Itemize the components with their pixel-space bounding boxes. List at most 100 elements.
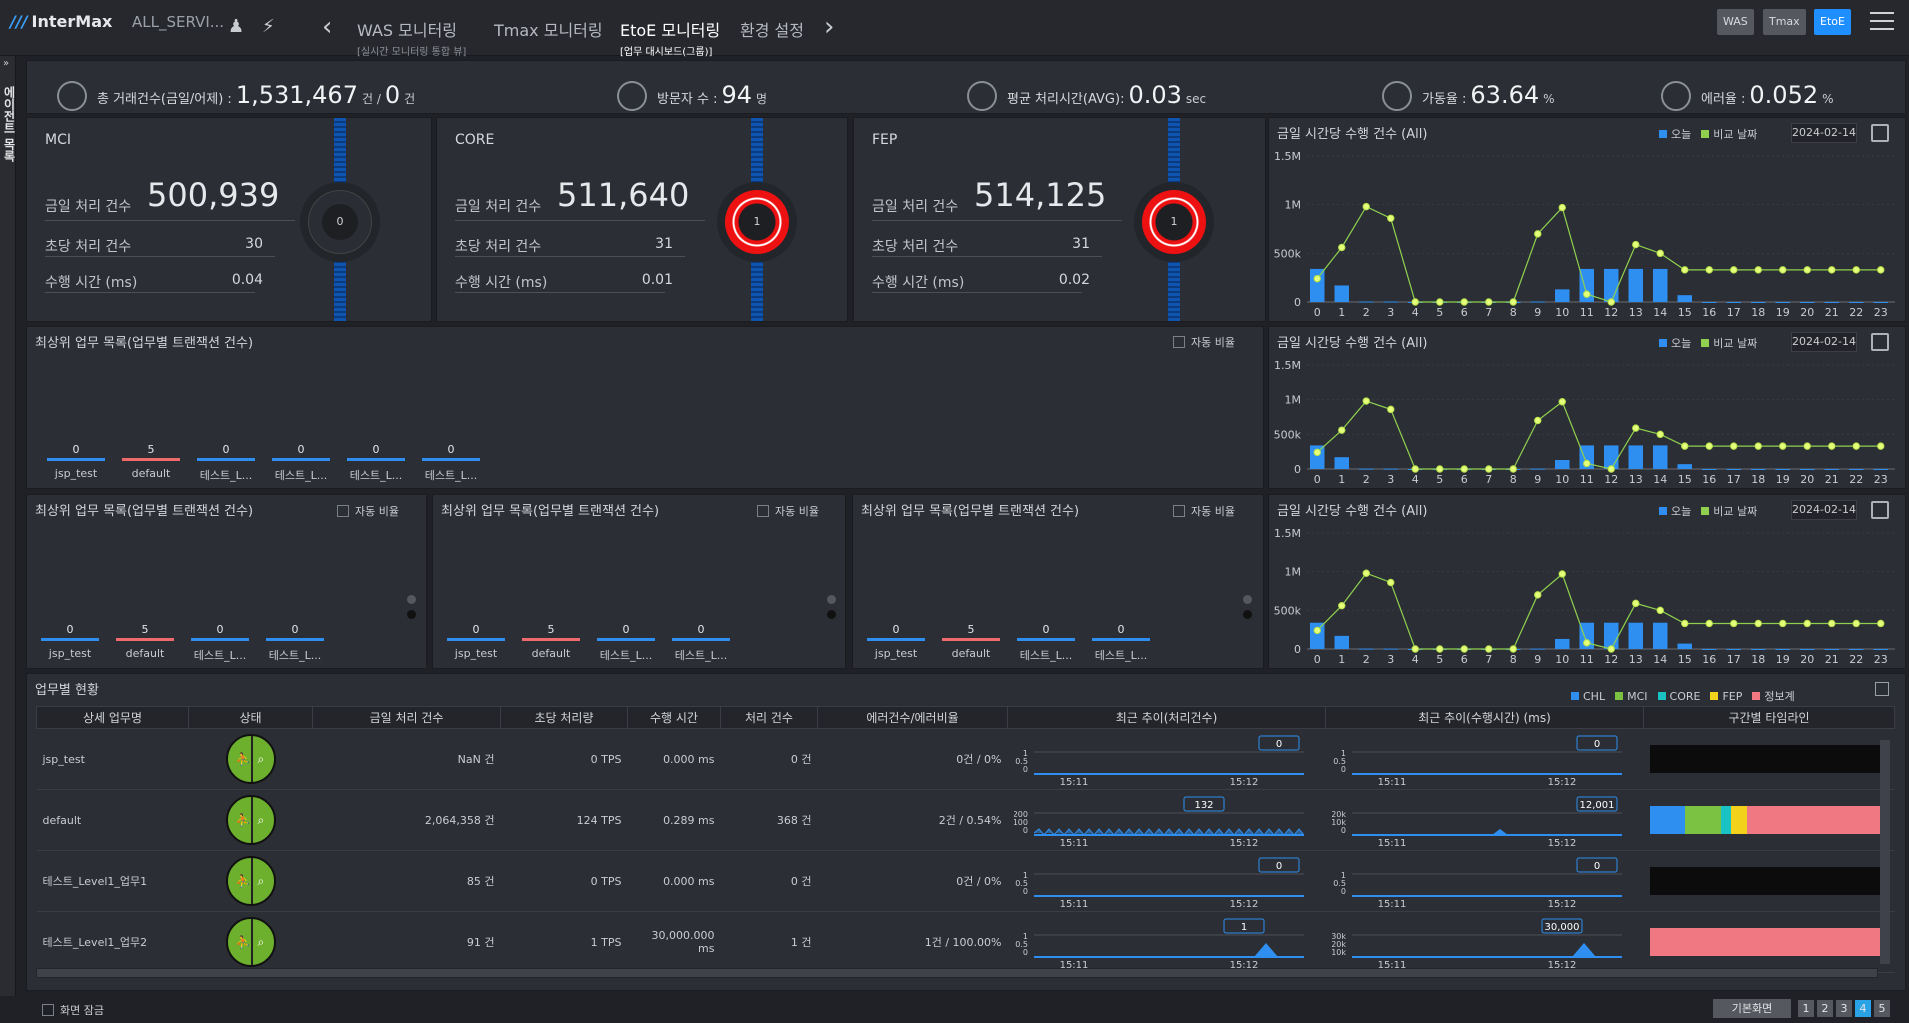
tab-was-monitoring[interactable]: WAS 모니터링 [실시간 모니터링 통합 뷰] xyxy=(357,21,467,58)
page-button-4[interactable]: 4 xyxy=(1855,1000,1871,1017)
trend-time-cell: 1 0.5 0 0 15:11 15:12 xyxy=(1325,728,1644,790)
calendar-icon[interactable] xyxy=(1871,501,1889,519)
compare-point xyxy=(1828,266,1836,274)
top-task-item[interactable]: 0 테스트_L... xyxy=(197,443,255,483)
calendar-icon[interactable] xyxy=(1871,333,1889,351)
page-button-5[interactable]: 5 xyxy=(1874,1000,1890,1017)
compare-point xyxy=(1632,424,1640,432)
top-task-item[interactable]: 0 테스트_L... xyxy=(672,623,730,663)
date-picker[interactable]: 2024-02-14 xyxy=(1791,123,1857,143)
tab-settings[interactable]: 환경 설정 xyxy=(740,21,804,40)
top-task-item[interactable]: 0 테스트_L... xyxy=(272,443,330,483)
table-header[interactable]: 에러건수/에러비율 xyxy=(817,706,1008,729)
table-header[interactable]: 최근 추이(수행시간) (ms) xyxy=(1325,706,1644,729)
table-vertical-scrollbar[interactable] xyxy=(1880,740,1890,964)
tab-tmax-monitoring[interactable]: Tmax 모니터링 xyxy=(494,21,603,40)
x-tick-label: 13 xyxy=(1629,473,1643,486)
intermax-logo[interactable]: ///InterMax xyxy=(10,12,112,31)
summary-bar: 총 거래건수(금일/어제) :1,531,467 건 /0 건 방문자 수 :94 명… xyxy=(26,60,1906,114)
top-task-item[interactable]: 0 jsp_test xyxy=(447,623,505,660)
top-bar: ///InterMax ALL_SERVI... ♟ ⚡ ‹ WAS 모니터링[… xyxy=(0,0,1909,58)
compare-point xyxy=(1387,214,1395,222)
top-task-item[interactable]: 0 jsp_test xyxy=(47,443,105,480)
error-icon xyxy=(1661,81,1691,111)
top-task-panel-wide: 최상위 업무 목록(업무별 트랜잭션 건수) 자동 비율 0 jsp_test 5 d… xyxy=(26,326,1264,489)
kpi-tps-value: 31 xyxy=(655,236,673,252)
mode-etoe-button[interactable]: EtoE xyxy=(1814,9,1851,35)
bar-today xyxy=(1555,289,1570,302)
agent-list-label: 에이전트 목록 xyxy=(2,86,16,163)
auto-ratio-checkbox[interactable]: 자동 비율 xyxy=(1173,334,1235,350)
top-task-bar xyxy=(1092,638,1150,641)
top-task-item[interactable]: 0 테스트_L... xyxy=(422,443,480,483)
kpi-time-value: 0.04 xyxy=(231,272,263,288)
page-button-1[interactable]: 1 xyxy=(1798,1000,1814,1017)
top-task-count: 0 xyxy=(1117,623,1125,636)
top-task-count: 0 xyxy=(222,443,230,456)
top-task-item[interactable]: 0 테스트_L... xyxy=(1092,623,1150,663)
trend-y-label: 0 xyxy=(1340,887,1345,896)
x-tick-label: 6 xyxy=(1461,306,1468,319)
table-header[interactable]: 수행 시간 xyxy=(627,706,721,729)
table-header[interactable]: 처리 건수 xyxy=(720,706,818,729)
page-button-2[interactable]: 2 xyxy=(1817,1000,1833,1017)
service-selector[interactable]: ALL_SERVI... xyxy=(132,13,225,31)
top-task-item[interactable]: 0 테스트_L... xyxy=(347,443,405,483)
compare-point xyxy=(1460,645,1468,653)
top-task-item[interactable]: 5 default xyxy=(122,443,180,480)
table-header[interactable]: 상태 xyxy=(188,706,313,729)
tab-etoe-monitoring[interactable]: EtoE 모니터링 [업무 대시보드(그룹)] xyxy=(620,21,721,58)
top-task-item[interactable]: 0 jsp_test xyxy=(41,623,99,660)
trend-y-label: 10k xyxy=(1332,818,1346,827)
top-task-item[interactable]: 0 테스트_L... xyxy=(191,623,249,663)
pager-dots[interactable] xyxy=(1243,595,1253,625)
screen-lock-checkbox[interactable]: 화면 잠금 xyxy=(42,1002,104,1018)
top-task-item[interactable]: 0 테스트_L... xyxy=(597,623,655,663)
status-indicator[interactable]: ⛹ ⌕ xyxy=(225,734,276,784)
table-row[interactable]: default ⛹ ⌕ 2,064,358 건 124 TPS 0.289 ms 368 건… xyxy=(36,789,1895,851)
pager-dots[interactable] xyxy=(407,595,417,625)
page-button-3[interactable]: 3 xyxy=(1836,1000,1852,1017)
export-icon[interactable] xyxy=(1875,682,1889,696)
auto-ratio-checkbox[interactable]: 자동 비율 xyxy=(757,503,819,519)
plug-icon[interactable]: ⚡ xyxy=(262,16,275,37)
x-tick-label: 18 xyxy=(1751,306,1765,319)
top-task-item[interactable]: 0 테스트_L... xyxy=(1017,623,1075,663)
table-horizontal-scrollbar[interactable] xyxy=(36,968,1878,978)
mode-was-button[interactable]: WAS xyxy=(1717,9,1754,35)
status-indicator[interactable]: ⛹ ⌕ xyxy=(225,856,276,906)
table-header[interactable]: 최근 추이(처리건수) xyxy=(1007,706,1326,729)
trend-start-time: 15:11 xyxy=(1377,838,1406,847)
mode-tmax-button[interactable]: Tmax xyxy=(1763,9,1806,35)
status-indicator[interactable]: ⛹ ⌕ xyxy=(225,795,276,845)
agent-list-tab[interactable]: » 에이전트 목록 xyxy=(0,56,16,996)
status-indicator[interactable]: ⛹ ⌕ xyxy=(225,917,276,967)
pager-dots[interactable] xyxy=(827,595,837,625)
table-header[interactable]: 금일 처리 건수 xyxy=(312,706,501,729)
date-picker[interactable]: 2024-02-14 xyxy=(1791,332,1857,352)
menu-icon[interactable] xyxy=(1870,12,1894,32)
top-task-item[interactable]: 5 default xyxy=(116,623,174,660)
auto-ratio-checkbox[interactable]: 자동 비율 xyxy=(337,503,399,519)
calendar-icon[interactable] xyxy=(1871,124,1889,142)
nav-next-button[interactable]: › xyxy=(824,12,835,42)
table-header[interactable]: 상세 업무명 xyxy=(36,706,189,729)
date-picker[interactable]: 2024-02-14 xyxy=(1791,500,1857,520)
table-header[interactable]: 구간별 타임라인 xyxy=(1643,706,1895,729)
top-task-label: jsp_test xyxy=(874,647,918,660)
table-header[interactable]: 초당 처리량 xyxy=(500,706,628,729)
top-task-item[interactable]: 5 default xyxy=(522,623,580,660)
top-task-item[interactable]: 5 default xyxy=(942,623,1000,660)
kpi-time-value: 0.02 xyxy=(1058,272,1090,288)
user-add-icon[interactable]: ♟ xyxy=(228,16,245,37)
nav-prev-button[interactable]: ‹ xyxy=(322,12,333,42)
top-task-item[interactable]: 0 jsp_test xyxy=(867,623,925,660)
kpi-today-value: 500,939 xyxy=(147,176,280,214)
auto-ratio-checkbox[interactable]: 자동 비율 xyxy=(1173,503,1235,519)
top-task-item[interactable]: 0 테스트_L... xyxy=(266,623,324,663)
default-screen-button[interactable]: 기본화면 xyxy=(1713,999,1791,1018)
x-tick-label: 9 xyxy=(1534,306,1541,319)
